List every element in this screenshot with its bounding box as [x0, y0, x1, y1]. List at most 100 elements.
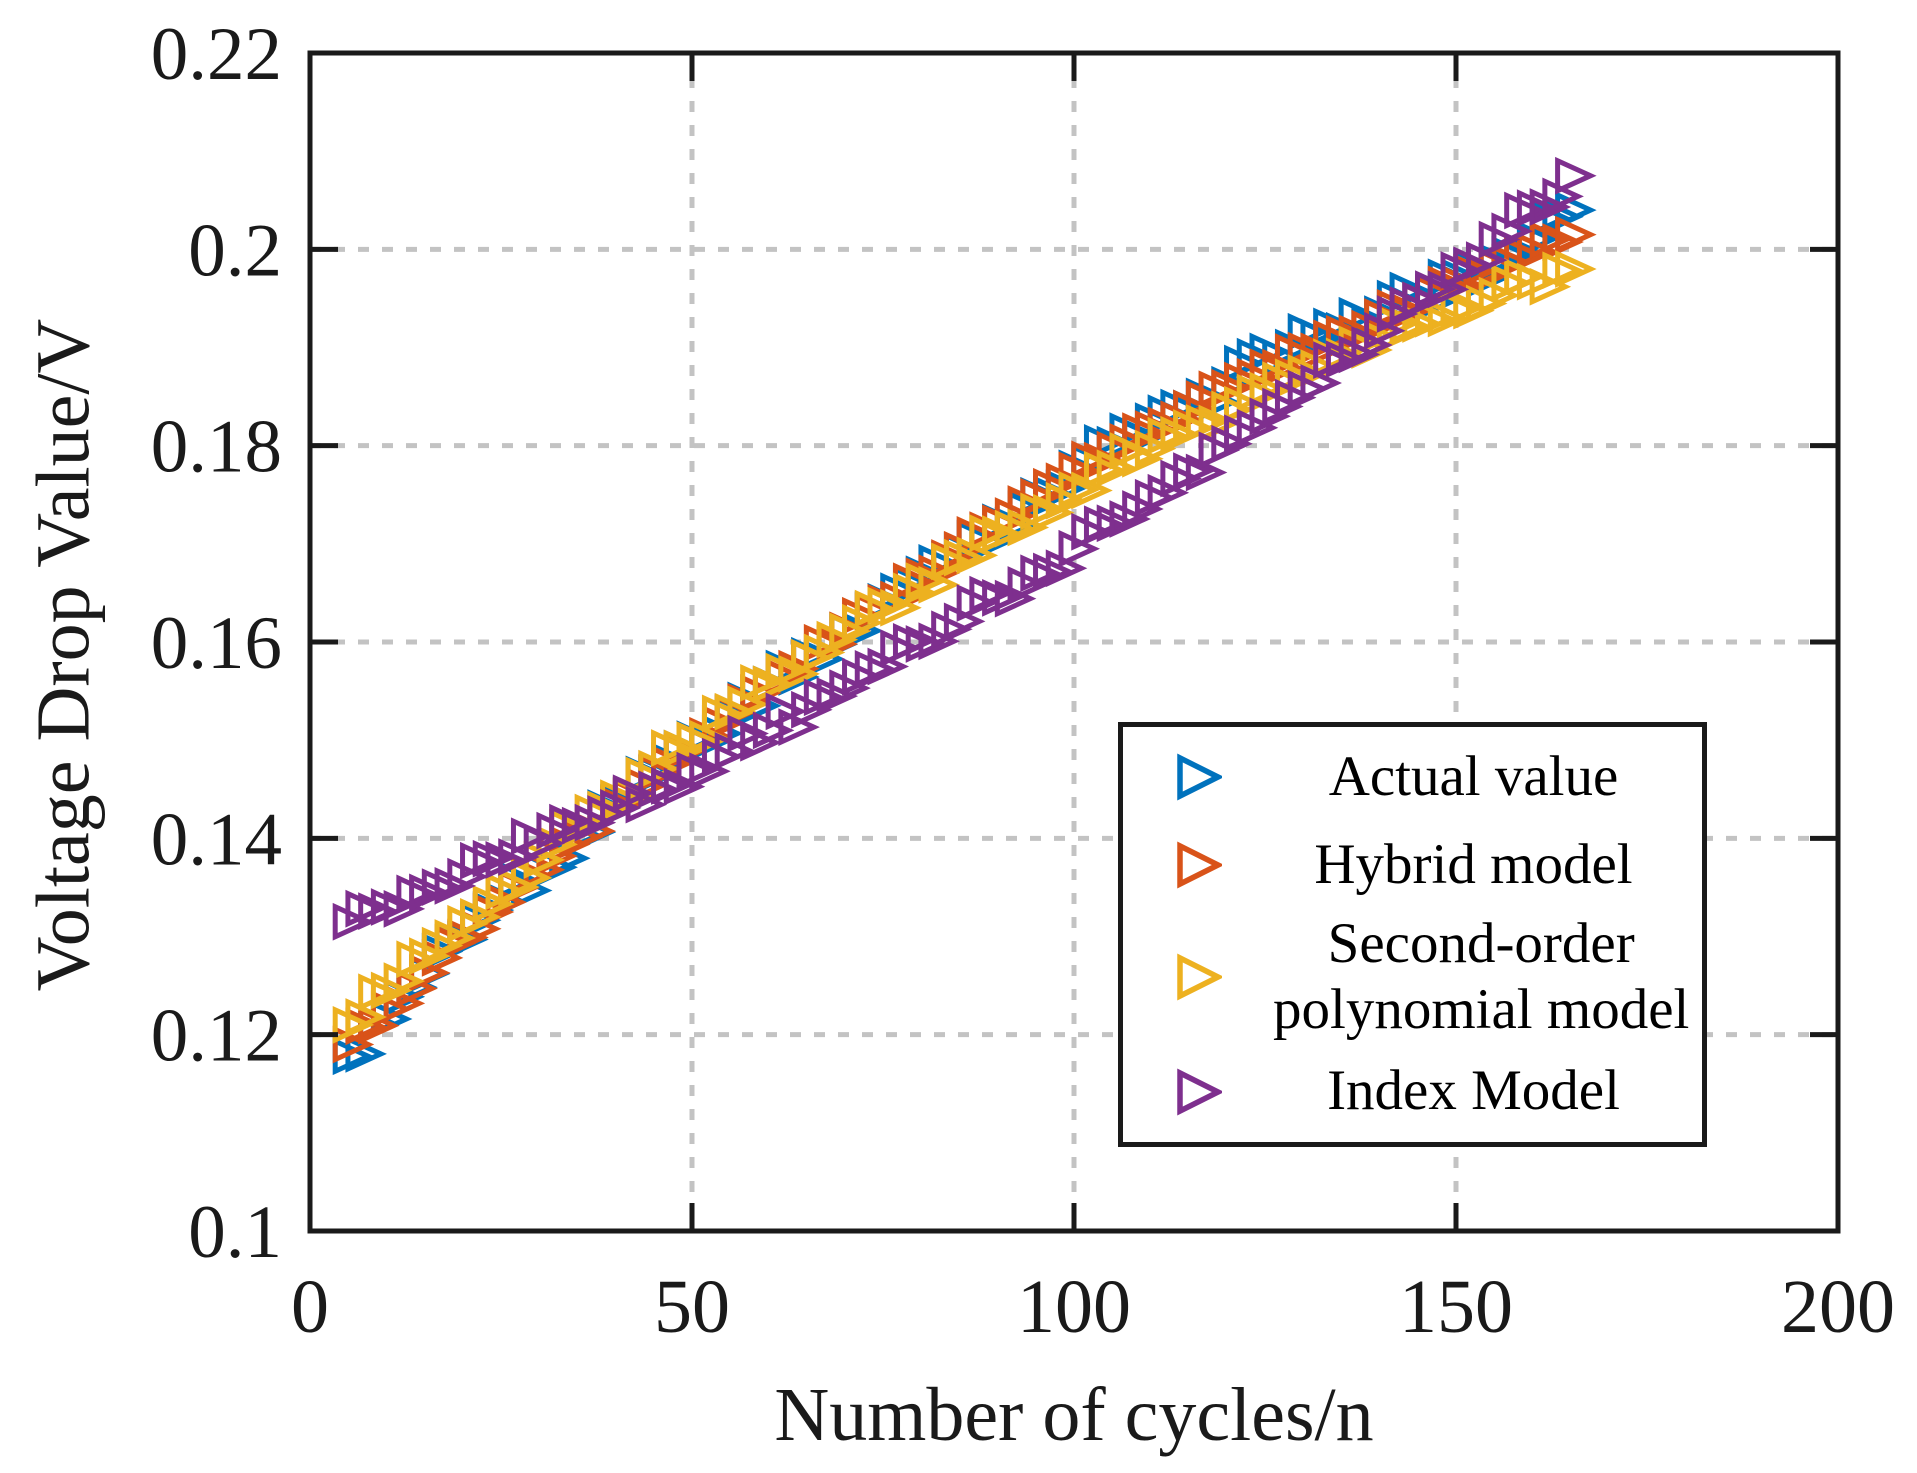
data-marker	[1147, 416, 1190, 455]
data-marker	[1262, 387, 1304, 426]
data-marker	[1020, 492, 1062, 531]
data-marker	[918, 622, 960, 661]
data-marker	[1122, 412, 1164, 450]
data-marker	[1338, 335, 1381, 374]
data-marker	[765, 692, 808, 731]
data-marker	[1542, 251, 1584, 290]
data-marker	[1504, 191, 1546, 230]
x-tick-label: 150	[1399, 1265, 1513, 1349]
data-marker	[1058, 529, 1101, 568]
legend-label: Second-order polynomial model	[1273, 911, 1717, 1043]
data-marker	[1096, 449, 1139, 488]
data-marker	[1147, 473, 1190, 512]
legend-label: Hybrid model	[1314, 832, 1633, 896]
data-marker	[689, 719, 731, 758]
data-marker	[727, 714, 769, 753]
data-marker	[651, 767, 693, 805]
data-marker	[1122, 439, 1164, 478]
legend-box: Actual value Hybrid model Second-order po…	[1118, 722, 1707, 1147]
data-marker	[345, 889, 387, 928]
data-marker	[663, 767, 706, 806]
y-tick-label: 0.16	[151, 602, 282, 685]
triangle-right-icon	[1123, 841, 1273, 889]
data-marker	[1173, 389, 1215, 428]
data-marker	[854, 589, 897, 628]
data-marker	[383, 984, 426, 1023]
series-index-model	[332, 156, 1597, 941]
data-marker	[1236, 408, 1279, 447]
data-marker	[1134, 429, 1177, 468]
data-marker	[1529, 188, 1572, 226]
data-marker	[714, 732, 757, 770]
data-marker	[854, 649, 897, 688]
data-marker	[549, 803, 591, 842]
data-marker	[1058, 470, 1101, 509]
data-marker	[434, 866, 477, 905]
data-marker	[752, 665, 795, 704]
data-marker	[1033, 493, 1075, 532]
data-marker	[396, 874, 438, 913]
data-marker	[1427, 299, 1470, 338]
data-marker	[625, 785, 668, 824]
data-marker	[1249, 348, 1292, 387]
data-marker	[829, 669, 871, 708]
data-marker	[1529, 221, 1572, 259]
data-marker	[1287, 331, 1330, 370]
data-marker	[676, 751, 719, 790]
x-axis-title: Number of cycles/n	[774, 1373, 1374, 1457]
data-marker	[1211, 424, 1253, 463]
data-marker	[689, 752, 731, 791]
data-marker	[1071, 440, 1113, 479]
legend-entry-second-order-polynomial-model: Second-order polynomial model	[1123, 909, 1702, 1045]
data-marker	[1415, 270, 1457, 309]
data-marker	[842, 603, 884, 642]
data-marker	[880, 588, 922, 627]
data-marker	[1109, 500, 1151, 538]
data-marker	[510, 858, 553, 897]
data-marker	[791, 690, 833, 729]
data-marker	[1516, 232, 1559, 271]
data-marker	[612, 774, 655, 813]
data-marker	[701, 694, 744, 733]
data-marker	[1478, 276, 1521, 315]
data-marker	[1045, 462, 1088, 501]
y-tick-label: 0.12	[151, 995, 282, 1078]
data-marker	[905, 625, 948, 663]
data-marker	[1249, 397, 1292, 436]
data-marker	[434, 919, 477, 957]
legend-label-line1: Second-order	[1327, 911, 1635, 975]
data-marker	[778, 654, 820, 693]
y-tick-label: 0.1	[188, 1191, 282, 1274]
data-marker	[994, 509, 1037, 548]
data-marker	[1364, 311, 1406, 350]
data-marker	[485, 841, 528, 879]
data-marker	[1313, 341, 1355, 379]
legend-entry-hybrid-model: Hybrid model	[1123, 821, 1702, 909]
data-marker	[1529, 267, 1572, 306]
data-marker	[370, 971, 413, 1010]
data-marker	[1173, 452, 1215, 491]
data-marker	[1351, 326, 1393, 364]
triangle-right-icon	[1123, 1068, 1273, 1116]
tick-marks	[310, 53, 1838, 1231]
data-marker	[1440, 290, 1483, 329]
data-marker	[460, 897, 502, 936]
y-tick-label: 0.18	[151, 406, 282, 489]
triangle-right-icon	[1123, 753, 1273, 801]
data-marker	[370, 888, 413, 926]
x-tick-label: 200	[1781, 1265, 1895, 1349]
data-marker	[969, 514, 1011, 553]
data-marker	[332, 902, 375, 941]
x-tick-label: 0	[291, 1265, 329, 1349]
data-marker	[765, 652, 808, 691]
x-tick-label: 100	[1017, 1265, 1131, 1349]
data-marker	[803, 633, 846, 672]
legend-entry-actual-value: Actual value	[1123, 733, 1702, 821]
data-marker	[472, 839, 515, 878]
data-marker	[1020, 554, 1062, 593]
legend-label: Actual value	[1328, 744, 1619, 808]
data-marker	[867, 586, 910, 625]
legend-label-line2: polynomial model	[1273, 978, 1690, 1041]
